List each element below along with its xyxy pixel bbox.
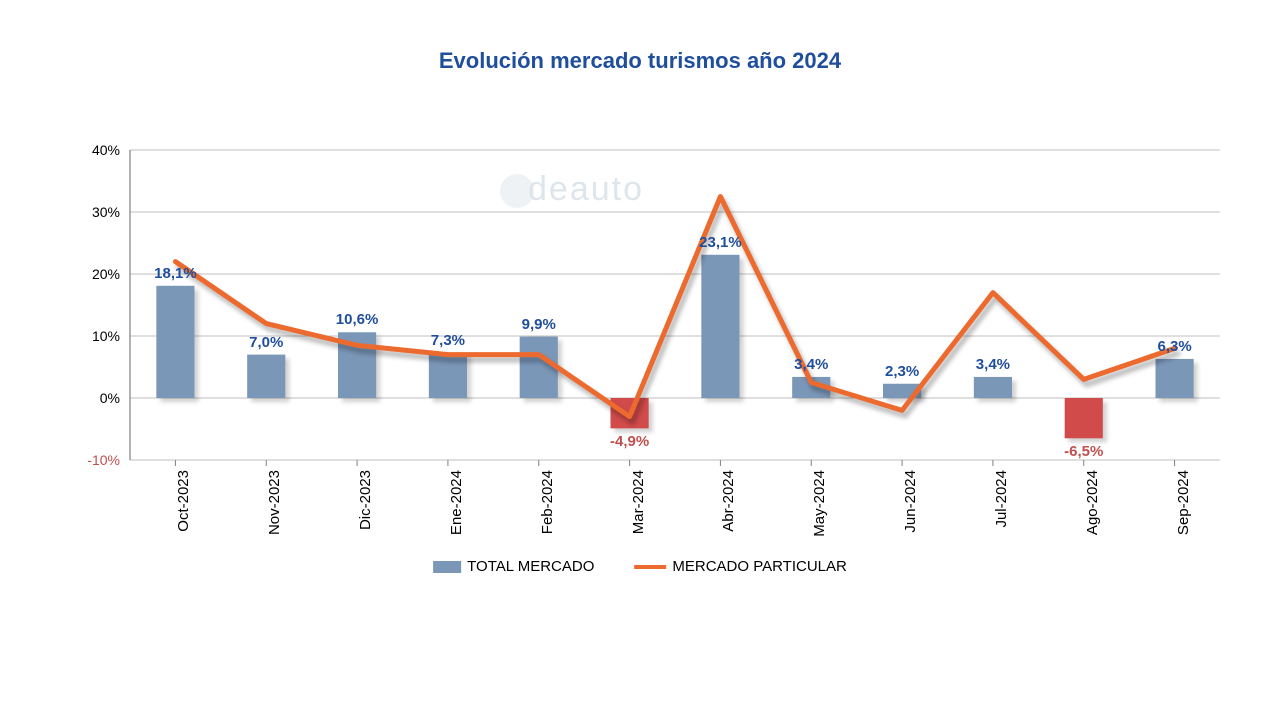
x-tick-label: Abr-2024 bbox=[720, 470, 737, 532]
bar-value-label: 9,9% bbox=[522, 316, 556, 333]
x-tick-label: Nov-2023 bbox=[266, 470, 283, 535]
x-tick-label: Feb-2024 bbox=[539, 470, 556, 534]
x-tick-label: Ago-2024 bbox=[1084, 470, 1101, 535]
y-tick-label: -10% bbox=[40, 452, 120, 468]
x-tick-label: Oct-2023 bbox=[175, 470, 192, 532]
bar-value-label: 10,6% bbox=[336, 311, 379, 328]
x-tick-label: May-2024 bbox=[811, 470, 828, 537]
y-tick-label: 40% bbox=[40, 142, 120, 158]
legend: TOTAL MERCADO MERCADO PARTICULAR bbox=[433, 558, 847, 575]
y-tick-label: 30% bbox=[40, 204, 120, 220]
bar bbox=[701, 255, 739, 398]
bar-value-label: 23,1% bbox=[699, 234, 742, 251]
legend-line-swatch bbox=[634, 565, 666, 569]
x-tick-label: Dic-2023 bbox=[357, 470, 374, 530]
bar-value-label: 3,4% bbox=[794, 356, 828, 373]
x-tick-label: Sep-2024 bbox=[1175, 470, 1192, 535]
bar-value-label: -4,9% bbox=[610, 433, 649, 450]
bar bbox=[156, 286, 194, 398]
bar-value-label: -6,5% bbox=[1064, 443, 1103, 460]
x-tick-label: Ene-2024 bbox=[448, 470, 465, 535]
chart-svg bbox=[0, 0, 1280, 721]
x-tick-label: Mar-2024 bbox=[630, 470, 647, 534]
legend-bar-swatch bbox=[433, 561, 461, 573]
bar bbox=[1156, 359, 1194, 398]
bar bbox=[1065, 398, 1103, 438]
bar bbox=[247, 355, 285, 398]
legend-bar-label: TOTAL MERCADO bbox=[467, 558, 594, 575]
x-tick-label: Jul-2024 bbox=[993, 470, 1010, 528]
line-series bbox=[175, 197, 1174, 417]
x-tick-label: Jun-2024 bbox=[902, 470, 919, 533]
bar-value-label: 7,3% bbox=[431, 332, 465, 349]
bar bbox=[974, 377, 1012, 398]
legend-item-bars: TOTAL MERCADO bbox=[433, 558, 594, 575]
bar-value-label: 2,3% bbox=[885, 363, 919, 380]
bar-value-label: 7,0% bbox=[249, 334, 283, 351]
chart-container: Evolución mercado turismos año 2024 deau… bbox=[0, 0, 1280, 721]
legend-item-line: MERCADO PARTICULAR bbox=[634, 558, 846, 575]
bar-value-label: 6,3% bbox=[1157, 338, 1191, 355]
legend-line-label: MERCADO PARTICULAR bbox=[672, 558, 846, 575]
y-tick-label: 20% bbox=[40, 266, 120, 282]
bar-value-label: 18,1% bbox=[154, 265, 197, 282]
bar-value-label: 3,4% bbox=[976, 356, 1010, 373]
y-tick-label: 0% bbox=[40, 390, 120, 406]
y-tick-label: 10% bbox=[40, 328, 120, 344]
